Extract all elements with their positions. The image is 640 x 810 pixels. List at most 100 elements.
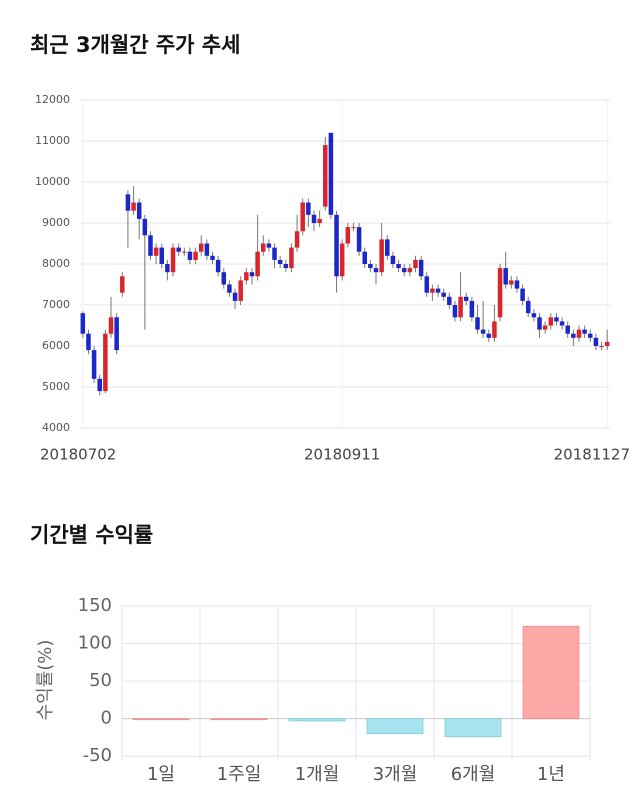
bar: [210, 718, 268, 721]
x-tick-label: 3개월: [373, 764, 418, 785]
candle-body: [272, 247, 277, 260]
candle-body: [435, 288, 441, 293]
candle-body: [238, 280, 243, 301]
candle-body: [599, 346, 604, 347]
y-tick-label: 9000: [42, 216, 70, 229]
candle-body: [232, 292, 238, 301]
candle-body: [260, 243, 266, 252]
x-tick-label: 20181127: [554, 446, 630, 464]
candle-body: [531, 313, 537, 318]
y-tick-label: 10000: [35, 175, 70, 188]
candle-body: [210, 255, 215, 260]
candle-body: [475, 317, 480, 330]
candle-body: [227, 284, 232, 293]
candle-body: [306, 202, 311, 215]
candle-body: [492, 321, 497, 338]
candle-body: [604, 341, 610, 346]
y-tick-label: 11000: [35, 134, 70, 147]
x-tick-label: 20180702: [40, 446, 116, 464]
candle-body: [215, 259, 221, 273]
bar: [522, 625, 580, 720]
candle-body: [80, 313, 86, 334]
candle-body: [503, 268, 508, 285]
candle-body: [120, 276, 125, 293]
candle-body: [317, 218, 322, 223]
x-tick-label: 6개월: [451, 764, 496, 785]
bar: [132, 718, 190, 721]
candle-body: [294, 231, 300, 248]
candle-body: [125, 194, 131, 211]
candle-body: [300, 202, 305, 232]
candle-body: [334, 214, 339, 277]
candle-body: [103, 333, 108, 392]
candle-body: [170, 247, 176, 273]
candle-body: [548, 317, 554, 326]
y-tick-label: -50: [83, 745, 112, 766]
candle-body: [221, 272, 227, 285]
y-tick-label: 7000: [42, 298, 70, 311]
y-tick-label: 12000: [35, 93, 70, 106]
candle-body: [182, 251, 187, 253]
candle-body: [351, 227, 356, 229]
candle-body: [204, 243, 210, 256]
candle-body: [401, 268, 407, 273]
bar: [366, 718, 424, 735]
candle-body: [362, 251, 367, 264]
candle-body: [356, 227, 362, 252]
candle-body: [588, 333, 593, 338]
candle-body: [413, 259, 418, 269]
candle-body: [373, 268, 379, 273]
candle-body: [328, 132, 334, 215]
candle-body: [187, 251, 193, 260]
candle-body: [159, 247, 165, 264]
x-tick-label: 1개월: [295, 764, 340, 785]
candle-body: [486, 333, 492, 338]
x-tick-label: 1일: [147, 764, 175, 785]
y-tick-label: 8000: [42, 257, 70, 270]
candle-body: [565, 325, 570, 334]
candle-body: [277, 259, 283, 264]
candle-body: [91, 350, 97, 379]
candle-body: [469, 300, 475, 318]
bar: [288, 718, 346, 722]
candle-body: [345, 227, 351, 244]
candle-body: [525, 300, 531, 314]
candle-body: [114, 317, 119, 351]
x-tick-label: 1년: [537, 764, 565, 785]
candle-body: [176, 247, 181, 252]
candle-body: [249, 272, 255, 277]
y-tick-label: 50: [89, 670, 112, 691]
y-tick-label: 4000: [42, 421, 70, 434]
candle-body: [463, 296, 469, 301]
y-tick-label: 0: [101, 708, 112, 729]
candle-body: [368, 264, 373, 269]
chart-title: 기간별 수익률: [30, 523, 153, 547]
candle-body: [571, 333, 576, 338]
candle-body: [97, 378, 102, 392]
candle-body: [255, 251, 260, 277]
x-tick-label: 20180911: [304, 446, 380, 464]
candle-body: [244, 272, 249, 281]
candle-body: [559, 321, 565, 326]
candle-body: [537, 317, 542, 330]
candle-body: [509, 280, 514, 285]
bar: [444, 718, 502, 738]
candle-body: [198, 243, 204, 252]
candle-body: [396, 264, 401, 269]
candle-body: [289, 247, 294, 269]
candle-body: [148, 235, 153, 256]
candle-body: [108, 317, 114, 334]
candle-body: [424, 276, 430, 293]
candle-body: [153, 247, 159, 256]
candle-body: [447, 296, 452, 305]
candle-body: [311, 214, 317, 223]
candle-body: [86, 333, 91, 351]
candle-body: [266, 243, 272, 248]
candle-body: [339, 243, 345, 277]
candle-body: [165, 264, 170, 273]
y-tick-label: 5000: [42, 380, 70, 393]
candle-body: [576, 329, 582, 338]
candle-body: [142, 218, 148, 236]
candle-body: [593, 337, 599, 346]
